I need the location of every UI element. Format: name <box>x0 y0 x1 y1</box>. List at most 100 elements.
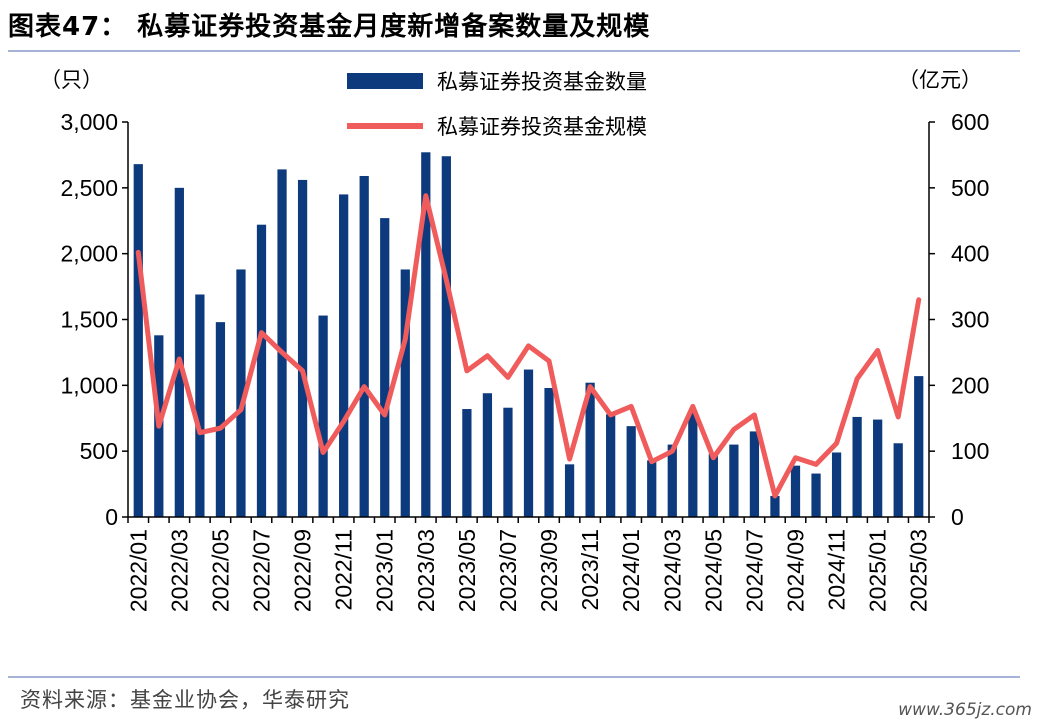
line-point-2022/06 <box>239 408 243 412</box>
chart-title: 图表47： 私募证券投资基金月度新增备案数量及规模 <box>8 12 651 42</box>
line-point-2024/10 <box>814 462 818 466</box>
bar-2023/08 <box>523 369 534 517</box>
line-point-2023/06 <box>485 354 489 358</box>
line-point-2023/02 <box>403 337 407 341</box>
x-tick-label: 2024/01 <box>618 529 644 612</box>
line-point-2023/07 <box>506 375 510 379</box>
x-tick-label: 2022/05 <box>207 529 233 612</box>
line-point-2023/04 <box>444 278 448 282</box>
bar-2022/09 <box>297 179 308 517</box>
line-point-2024/01 <box>629 404 633 408</box>
legend: 私募证券投资基金数量 私募证券投资基金规模 <box>347 70 647 139</box>
bar-2024/08 <box>770 495 780 517</box>
line-point-2024/11 <box>835 441 839 445</box>
x-tick-label: 2022/09 <box>290 529 316 612</box>
line-point-2024/07 <box>752 413 756 417</box>
bar-2024/11 <box>831 452 842 517</box>
line-point-2023/09 <box>547 359 551 363</box>
line-point-2022/07 <box>260 331 263 335</box>
right-tick-label: 200 <box>951 372 989 398</box>
line-point-2024/04 <box>691 404 695 408</box>
line-point-2023/10 <box>568 457 572 461</box>
bar-2025/02 <box>893 443 903 517</box>
right-tick-label: 0 <box>951 504 964 530</box>
source-note: 资料来源：基金业协会，华泰研究 <box>20 688 350 712</box>
line-point-2024/02 <box>650 460 654 464</box>
x-tick-label: 2025/03 <box>906 529 932 612</box>
bar-series <box>133 152 924 518</box>
bar-2024/06 <box>729 444 739 517</box>
axes <box>122 121 935 523</box>
left-tick-label: 1,500 <box>60 307 118 333</box>
line-point-2024/09 <box>794 456 797 460</box>
line-point-2023/01 <box>383 413 387 417</box>
line-point-2022/02 <box>157 424 161 428</box>
bar-2023/12 <box>606 414 616 517</box>
line-point-2022/03 <box>177 357 181 361</box>
bar-2024/04 <box>688 411 698 517</box>
line-point-2025/03 <box>917 298 921 302</box>
bar-2022/10 <box>318 315 328 517</box>
right-tick-label: 600 <box>951 109 989 135</box>
bar-2022/08 <box>277 169 287 517</box>
x-tick-label: 2023/11 <box>577 529 603 610</box>
footer-divider <box>8 676 1020 678</box>
bar-2022/12 <box>359 175 369 517</box>
bar-2022/05 <box>215 322 226 517</box>
line-point-2022/04 <box>198 431 202 435</box>
line-point-2023/12 <box>609 413 613 417</box>
line-point-2023/11 <box>588 385 592 389</box>
line-point-2024/03 <box>670 449 674 453</box>
bar-2023/10 <box>564 464 575 517</box>
x-tick-label: 2024/03 <box>659 529 685 612</box>
x-tick-label: 2023/07 <box>495 529 521 612</box>
right-axis-unit: （亿元） <box>898 68 982 92</box>
right-tick-label: 300 <box>951 307 989 333</box>
left-tick-label: 2,500 <box>60 175 118 201</box>
x-tick-label: 2023/03 <box>413 529 439 612</box>
line-point-2022/11 <box>342 420 346 424</box>
x-tick-label: 2024/07 <box>741 529 767 612</box>
bar-2024/10 <box>811 473 821 517</box>
line-point-2022/12 <box>362 385 366 389</box>
title-divider <box>8 50 1020 52</box>
line-point-2023/03 <box>424 194 428 198</box>
bar-2023/09 <box>544 387 554 517</box>
bar-2024/02 <box>647 460 657 517</box>
bar-2025/03 <box>914 376 924 517</box>
bar-2023/05 <box>462 409 472 517</box>
right-tick-label: 400 <box>951 241 989 267</box>
line-point-2022/10 <box>321 450 325 454</box>
chart-canvas: 0 500 1,000 1,500 2,000 2,500 3,000 0 100 200 300 4… <box>40 68 989 612</box>
left-tick-label: 500 <box>80 438 118 464</box>
line-point-2024/06 <box>732 427 736 431</box>
bar-2022/03 <box>174 187 184 518</box>
bar-2023/01 <box>380 218 390 517</box>
line-point-2024/12 <box>855 377 859 381</box>
left-axis-unit: （只） <box>40 68 103 92</box>
line-point-2023/05 <box>465 369 469 373</box>
x-tick-label: 2022/11 <box>331 529 357 610</box>
bar-2024/01 <box>626 426 636 517</box>
legend-line-label: 私募证券投资基金规模 <box>437 115 647 139</box>
legend-bar-swatch <box>347 73 423 89</box>
left-tick-label: 2,000 <box>60 241 118 267</box>
bar-2022/07 <box>256 224 267 517</box>
bar-2023/07 <box>503 407 513 517</box>
bar-2024/12 <box>852 416 862 517</box>
line-point-2024/08 <box>773 494 777 498</box>
bar-2023/02 <box>400 269 410 517</box>
x-tick-label: 2024/09 <box>783 529 809 612</box>
line-point-2022/08 <box>280 350 284 354</box>
line-point-2022/05 <box>218 426 222 430</box>
right-tick-label: 100 <box>951 438 989 464</box>
left-tick-label: 1,000 <box>60 372 118 398</box>
bar-2022/06 <box>236 269 246 517</box>
x-tick-label: 2023/01 <box>372 529 398 612</box>
bar-2022/04 <box>195 294 205 517</box>
legend-bar-label: 私募证券投资基金数量 <box>437 70 647 94</box>
line-point-2022/01 <box>136 250 140 254</box>
line-point-2024/05 <box>711 456 715 460</box>
line-point-2023/08 <box>527 344 530 348</box>
watermark: www.365jz.com <box>898 700 1032 720</box>
